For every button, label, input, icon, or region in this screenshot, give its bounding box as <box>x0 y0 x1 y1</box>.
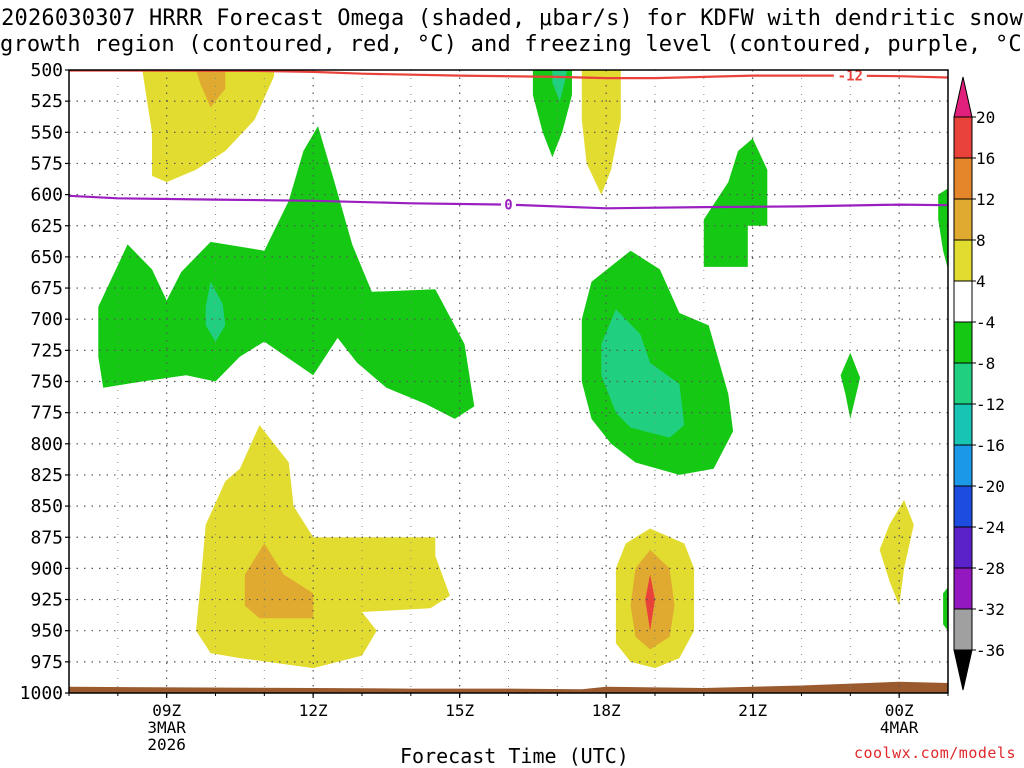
y-tick-label-825: 825 <box>30 465 63 486</box>
contour-label--12: -12 <box>838 69 863 85</box>
omega-shaded-region-14 <box>196 425 450 669</box>
surface-terrain <box>69 681 948 693</box>
omega-shaded-region-8 <box>581 250 734 475</box>
omega-shaded-region-10 <box>703 138 768 267</box>
colorbar-box-9 <box>953 444 973 487</box>
x-tick-label-09Z: 09Z <box>152 701 181 720</box>
colorbar-label-16: 16 <box>976 149 995 168</box>
y-tick-label-900: 900 <box>30 558 63 579</box>
title-line-1: 2026030307 HRRR Forecast Omega (shaded, … <box>1 6 1023 31</box>
colorbar-label--4: -4 <box>976 313 995 332</box>
x-tick-label-12Z: 12Z <box>299 701 328 720</box>
colorbar-label--28: -28 <box>976 559 1005 578</box>
colorbar-arrow-bottom <box>953 649 973 691</box>
colorbar-label-12: 12 <box>976 190 995 209</box>
omega-shaded-region-15 <box>244 543 314 619</box>
y-tick-label-925: 925 <box>30 590 63 611</box>
colorbar-box-10 <box>953 485 973 528</box>
plot-area: -12 0 <box>69 69 948 693</box>
colorbar-box-2 <box>953 157 973 200</box>
y-tick-label-950: 950 <box>30 621 63 642</box>
omega-shaded-region-3 <box>532 70 572 158</box>
y-tick-label-600: 600 <box>30 185 63 206</box>
colorbar-box-8 <box>953 403 973 446</box>
omega-shaded-region-5 <box>581 70 621 195</box>
x-tick-label-21Z: 21Z <box>738 701 767 720</box>
colorbar-label-8: 8 <box>976 231 986 250</box>
chart-title: 2026030307 HRRR Forecast Omega (shaded, … <box>0 6 1024 58</box>
y-tick-label-725: 725 <box>30 340 63 361</box>
colorbar-label--32: -32 <box>976 600 1005 619</box>
omega-shaded-region-9 <box>601 309 685 438</box>
y-tick-label-675: 675 <box>30 278 63 299</box>
colorbar-label--12: -12 <box>976 395 1005 414</box>
colorbar-label--8: -8 <box>976 354 995 373</box>
colorbar-label--20: -20 <box>976 477 1005 496</box>
x-tick-label-4MAR: 4MAR <box>880 718 919 737</box>
y-tick-label-550: 550 <box>30 122 63 143</box>
y-tick-label-1000: 1000 <box>20 683 63 704</box>
x-tick-label-00Z: 00Z <box>885 701 914 720</box>
colorbar-box-6 <box>953 321 973 364</box>
y-tick-label-875: 875 <box>30 527 63 548</box>
y-tick-label-625: 625 <box>30 216 63 237</box>
contour-label-bg-0 <box>501 196 516 213</box>
colorbar-box-7 <box>953 362 973 405</box>
colorbar-label--16: -16 <box>976 436 1005 455</box>
colorbar-arrow-top <box>953 76 973 118</box>
y-tick-label-525: 525 <box>30 91 63 112</box>
colorbar-label--24: -24 <box>976 518 1005 537</box>
title-line-2: growth region (contoured, red, °C) and f… <box>0 32 1024 57</box>
site-credit: coolwx.com/models <box>853 744 1016 762</box>
x-axis-label: Forecast Time (UTC) <box>400 744 629 768</box>
axes: 500 525 550 575 600 625 650 675 700 725 750 775 800 8… <box>20 60 949 754</box>
y-tick-label-975: 975 <box>30 652 63 673</box>
omega-shaded-region-13 <box>943 587 948 631</box>
omega-shaded-region-2 <box>196 70 226 108</box>
y-tick-label-700: 700 <box>30 309 63 330</box>
omega-shaded-region-12 <box>938 188 948 270</box>
omega-shaded-region-11 <box>840 352 861 419</box>
colorbar-label--36: -36 <box>976 641 1005 660</box>
colorbar-box-12 <box>953 567 973 610</box>
colorbar: 20 16 12 8 4 -4 -8 -12 -16 -20 -24 -28 -32 -36 <box>953 76 1005 691</box>
y-tick-label-500: 500 <box>30 60 63 81</box>
colorbar-box-11 <box>953 526 973 569</box>
colorbar-box-4 <box>953 239 973 282</box>
colorbar-box-1 <box>953 116 973 159</box>
y-tick-label-800: 800 <box>30 434 63 455</box>
plot-clip-group: -12 0 <box>69 69 948 693</box>
omega-shaded-region-7 <box>205 281 226 342</box>
omega-shaded-region-19 <box>879 499 914 606</box>
omega-shaded-region-6 <box>98 126 475 419</box>
colorbar-box-5 <box>953 280 973 323</box>
x-tick-label-2026: 2026 <box>147 735 186 754</box>
y-tick-label-775: 775 <box>30 403 63 424</box>
y-tick-label-575: 575 <box>30 153 63 174</box>
y-tick-label-850: 850 <box>30 496 63 517</box>
colorbar-box-13 <box>953 608 973 651</box>
y-tick-label-750: 750 <box>30 372 63 393</box>
omega-shaded-region-1 <box>142 70 275 183</box>
x-tick-label-3MAR: 3MAR <box>147 718 186 737</box>
y-tick-label-650: 650 <box>30 247 63 268</box>
colorbar-box-3 <box>953 198 973 241</box>
x-tick-label-15Z: 15Z <box>445 701 474 720</box>
x-tick-label-18Z: 18Z <box>592 701 621 720</box>
colorbar-label-4: 4 <box>976 272 986 291</box>
omega-shaded-region-18 <box>645 574 655 631</box>
colorbar-label-20: 20 <box>976 108 995 127</box>
contour-label-bg--12 <box>833 70 867 84</box>
contour-label-0: 0 <box>504 198 512 214</box>
